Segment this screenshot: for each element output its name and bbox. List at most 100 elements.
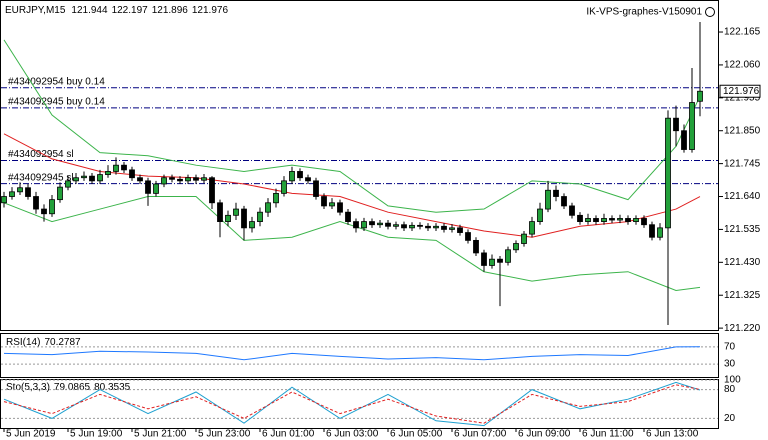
- order-label: #434092945 buy 0.14: [8, 96, 105, 107]
- candle-body: [481, 252, 487, 266]
- candle-body: [529, 221, 535, 235]
- candle-body: [129, 169, 135, 179]
- candle-body: [281, 180, 287, 194]
- candle-body: [249, 221, 255, 229]
- candle-body: [169, 177, 175, 180]
- candle-body: [209, 177, 215, 204]
- candle-body: [217, 202, 223, 222]
- candle-body: [513, 243, 519, 251]
- x-tick-label: 6 Jun 05:00: [390, 429, 443, 440]
- candle-body: [273, 192, 279, 204]
- y-tick-label: 122.060: [724, 60, 761, 71]
- candle-body: [201, 177, 207, 181]
- candle-body: [657, 227, 663, 238]
- sto-signal-value: 80.3535: [94, 382, 131, 393]
- candle-body: [9, 191, 15, 197]
- candle-body: [641, 218, 647, 226]
- candle-body: [81, 175, 87, 179]
- candle-body: [401, 224, 407, 229]
- candle-body: [337, 202, 343, 213]
- candle-body: [89, 175, 95, 182]
- candle-body: [265, 202, 271, 213]
- y-tick-label: 122.165: [724, 27, 761, 38]
- candle-body: [689, 102, 695, 150]
- candle-body: [377, 222, 383, 226]
- x-tick-label: 6 Jun 09:00: [518, 429, 571, 440]
- candle-body: [289, 171, 295, 182]
- candle-body: [305, 177, 311, 182]
- candle-body: [321, 196, 327, 207]
- candle-body: [465, 232, 471, 241]
- y-tick-label: 121.850: [724, 125, 761, 136]
- candle-body: [361, 221, 367, 229]
- y-tick-label: 121.640: [724, 191, 761, 202]
- candle-body: [385, 222, 391, 227]
- x-tick-label: 6 Jun 07:00: [454, 429, 507, 440]
- candle-body: [665, 117, 671, 229]
- candle-body: [329, 202, 335, 207]
- candle-body: [33, 196, 39, 210]
- rsi-value: 70.2787: [44, 337, 81, 348]
- candle-body: [449, 227, 455, 230]
- rsi-panel-frame: [0, 333, 719, 378]
- candle-body: [65, 180, 71, 188]
- header: EURJPY,M15 121.944 122.197 121.896 121.976: [5, 5, 228, 16]
- candle-body: [537, 208, 543, 222]
- candle-body: [49, 199, 55, 215]
- symbol: EURJPY,M15: [5, 5, 66, 16]
- order-label: #434092954 sl: [8, 149, 74, 160]
- candle-body: [177, 178, 183, 182]
- low-value: 121.896: [152, 5, 189, 16]
- candle-body: [609, 218, 615, 221]
- candle-body: [257, 211, 263, 222]
- indicator-line: [3, 384, 701, 424]
- candle-body: [17, 187, 23, 193]
- candle-body: [25, 187, 31, 197]
- x-tick-label: 5 Jun 21:00: [134, 429, 187, 440]
- order-label: #434092945 sl: [8, 172, 74, 183]
- candle-body: [233, 208, 239, 216]
- y-tick-label: 121.745: [724, 158, 761, 169]
- high-value: 122.197: [112, 5, 149, 16]
- price-label-box: [719, 84, 761, 98]
- candle-body: [473, 239, 479, 254]
- candle-body: [441, 225, 447, 230]
- candle-body: [193, 177, 199, 181]
- y-tick-label: 121.955: [724, 92, 761, 103]
- indicator-line: [3, 39, 701, 213]
- y-tick-label: 100: [724, 375, 741, 386]
- candle-body: [105, 171, 111, 175]
- candle-body: [369, 221, 375, 226]
- candle-body: [681, 130, 687, 150]
- candle-body: [561, 196, 567, 207]
- y-tick-label: 30: [724, 359, 736, 370]
- candle-body: [425, 225, 431, 229]
- candle-body: [73, 177, 79, 182]
- candle-body: [409, 224, 415, 229]
- candle-body: [433, 225, 439, 229]
- y-tick-label: 121.325: [724, 290, 761, 301]
- y-tick-label: 121.220: [724, 323, 761, 334]
- candle-body: [161, 177, 167, 185]
- smiley-icon: [705, 7, 715, 17]
- candle-body: [649, 224, 655, 238]
- candle-body: [617, 218, 623, 221]
- candle-body: [353, 221, 359, 229]
- candle-body: [121, 164, 127, 171]
- candle-body: [553, 189, 559, 197]
- candle-body: [393, 224, 399, 227]
- y-tick-label: 80: [724, 384, 736, 395]
- order-label: #434092954 buy 0.14: [8, 76, 105, 87]
- y-tick-label: 121.535: [724, 224, 761, 235]
- y-tick-label: 20: [724, 413, 736, 424]
- x-tick-label: 6 Jun 13:00: [646, 429, 699, 440]
- candle-body: [633, 218, 639, 222]
- y-tick-label: 121.430: [724, 257, 761, 268]
- sto-main-value: 79.0865: [54, 382, 91, 393]
- x-tick-label: 6 Jun 03:00: [326, 429, 379, 440]
- candle-body: [497, 258, 503, 263]
- candle-body: [545, 189, 551, 210]
- candle-body: [57, 186, 63, 201]
- main-panel-frame: [0, 0, 719, 331]
- candle-body: [585, 218, 591, 222]
